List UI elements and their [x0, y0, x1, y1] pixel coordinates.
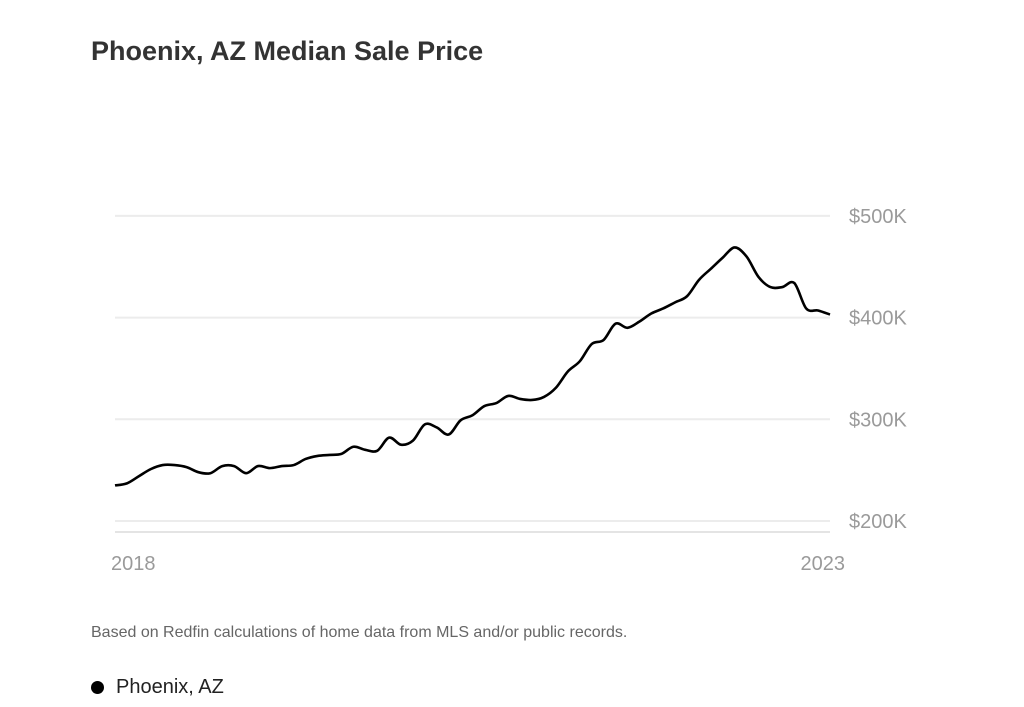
x-tick-label: 2023 [801, 553, 846, 575]
y-tick-label: $400K [849, 308, 907, 330]
series-line-phoenix [114, 246, 831, 487]
legend: Phoenix, AZ [91, 676, 224, 699]
y-tick-label: $500K [849, 206, 907, 228]
footnote: Based on Redfin calculations of home dat… [91, 624, 628, 641]
legend-label: Phoenix, AZ [116, 676, 224, 698]
y-tick-label: $300K [849, 409, 907, 431]
chart-title: Phoenix, AZ Median Sale Price [91, 36, 484, 66]
x-tick-label: 2018 [111, 553, 156, 575]
legend-marker [91, 681, 104, 694]
y-tick-label: $200K [849, 511, 907, 533]
